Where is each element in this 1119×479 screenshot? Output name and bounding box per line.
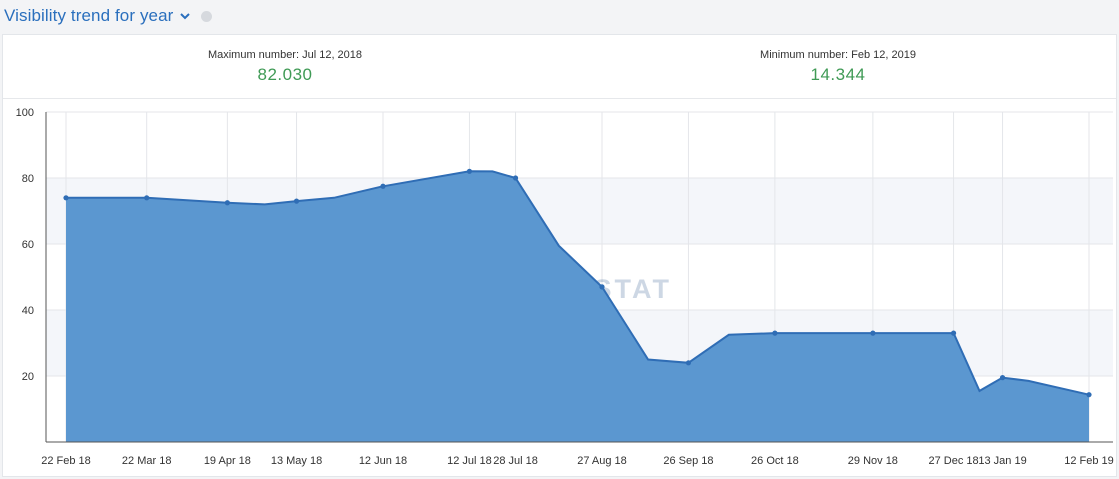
x-tick-label: 29 Nov 18 <box>848 455 898 467</box>
y-tick-label: 20 <box>22 371 34 383</box>
x-tick-label: 22 Feb 18 <box>41 455 91 467</box>
chevron-down-icon[interactable] <box>179 9 193 23</box>
series-area <box>66 171 1089 443</box>
x-tick-label: 26 Sep 18 <box>663 455 713 467</box>
data-point[interactable] <box>293 198 300 204</box>
data-point[interactable] <box>512 175 519 181</box>
data-point[interactable] <box>466 168 473 174</box>
min-stat: Minimum number: Feb 12, 2019 14.344 <box>688 49 988 85</box>
data-point[interactable] <box>599 284 605 290</box>
y-tick-label: 100 <box>16 107 34 119</box>
data-point[interactable] <box>870 330 876 336</box>
data-point[interactable] <box>685 360 692 366</box>
x-tick-label: 13 Jan 19 <box>978 455 1026 467</box>
x-tick-label: 12 Jun 18 <box>359 455 407 467</box>
y-tick-label: 40 <box>22 305 34 317</box>
data-point[interactable] <box>144 195 150 201</box>
x-tick-label: 28 Jul 18 <box>493 455 538 467</box>
x-tick-label: 26 Oct 18 <box>751 455 799 467</box>
header: Visibility trend for year <box>0 0 1119 32</box>
max-value: 82.030 <box>257 65 313 84</box>
data-point[interactable] <box>63 195 69 201</box>
x-tick-label: 19 Apr 18 <box>204 455 251 467</box>
y-tick-label: 60 <box>22 239 34 251</box>
x-tick-label: 22 Mar 18 <box>122 455 172 467</box>
x-tick-label: 27 Aug 18 <box>577 455 627 467</box>
max-stat: Maximum number: Jul 12, 2018 82.030 <box>135 49 435 85</box>
x-tick-label: 27 Dec 18 <box>928 455 978 467</box>
data-point[interactable] <box>999 375 1006 381</box>
y-tick-label: 80 <box>22 173 34 185</box>
max-label: Maximum number: Jul 12, 2018 <box>207 49 363 61</box>
data-point[interactable] <box>1086 392 1092 398</box>
info-icon[interactable] <box>201 10 213 22</box>
divider <box>3 98 1116 99</box>
data-point[interactable] <box>772 330 778 336</box>
x-tick-label: 13 May 18 <box>271 455 322 467</box>
x-tick-label: 12 Feb 19 <box>1064 455 1114 467</box>
series-line <box>66 170 1090 396</box>
page-title: Visibility trend for year <box>4 6 174 25</box>
min-label: Minimum number: Feb 12, 2019 <box>760 49 916 61</box>
min-value: 14.344 <box>810 65 866 84</box>
data-point[interactable] <box>380 183 386 189</box>
data-point[interactable] <box>950 330 957 336</box>
x-tick-label: 12 Jul 18 <box>447 455 492 467</box>
data-point[interactable] <box>224 200 230 206</box>
